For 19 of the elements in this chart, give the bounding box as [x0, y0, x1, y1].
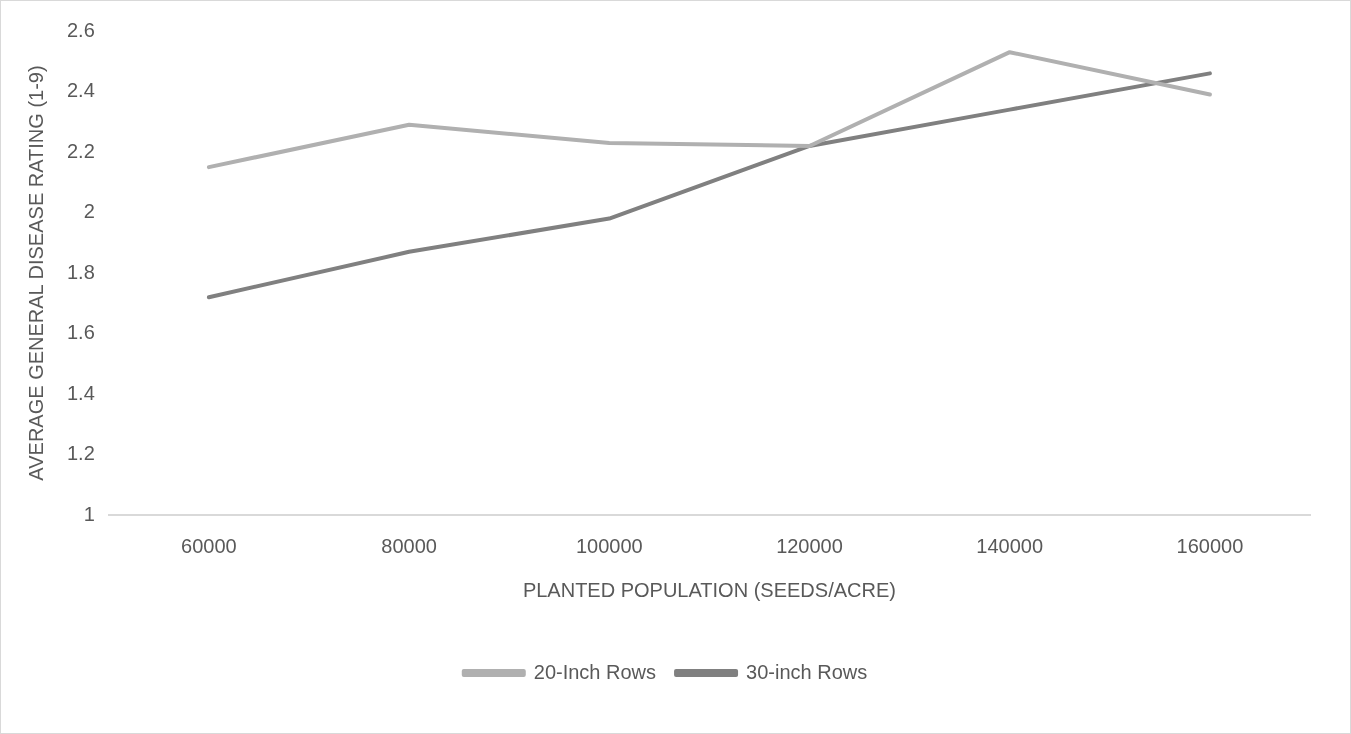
x-tick-label: 100000 — [575, 534, 643, 557]
x-axis-title: PLANTED POPULATION (SEEDS/ACRE) — [522, 578, 896, 601]
y-axis-title: AVERAGE GENERAL DISEASE RATING (1-9) — [24, 65, 47, 481]
x-tick-label: 60000 — [181, 534, 237, 557]
y-tick-label: 2.4 — [66, 79, 95, 102]
y-tick-label: 1.8 — [66, 260, 95, 283]
y-tick-label: 2.6 — [66, 18, 95, 41]
legend-label: 20-Inch Rows — [533, 660, 657, 683]
x-tick-label: 80000 — [381, 534, 437, 557]
x-tick-label: 120000 — [776, 534, 843, 557]
y-tick-label: 1.4 — [66, 381, 95, 404]
y-tick-label: 1.6 — [66, 321, 95, 344]
y-tick-label: 1 — [83, 502, 95, 525]
y-tick-label: 2 — [83, 200, 95, 223]
y-tick-label: 1.2 — [66, 442, 95, 465]
x-tick-label: 140000 — [976, 534, 1044, 557]
x-tick-label: 160000 — [1176, 534, 1244, 557]
y-tick-label: 2.2 — [66, 139, 95, 162]
legend-label: 30-inch Rows — [746, 660, 868, 683]
